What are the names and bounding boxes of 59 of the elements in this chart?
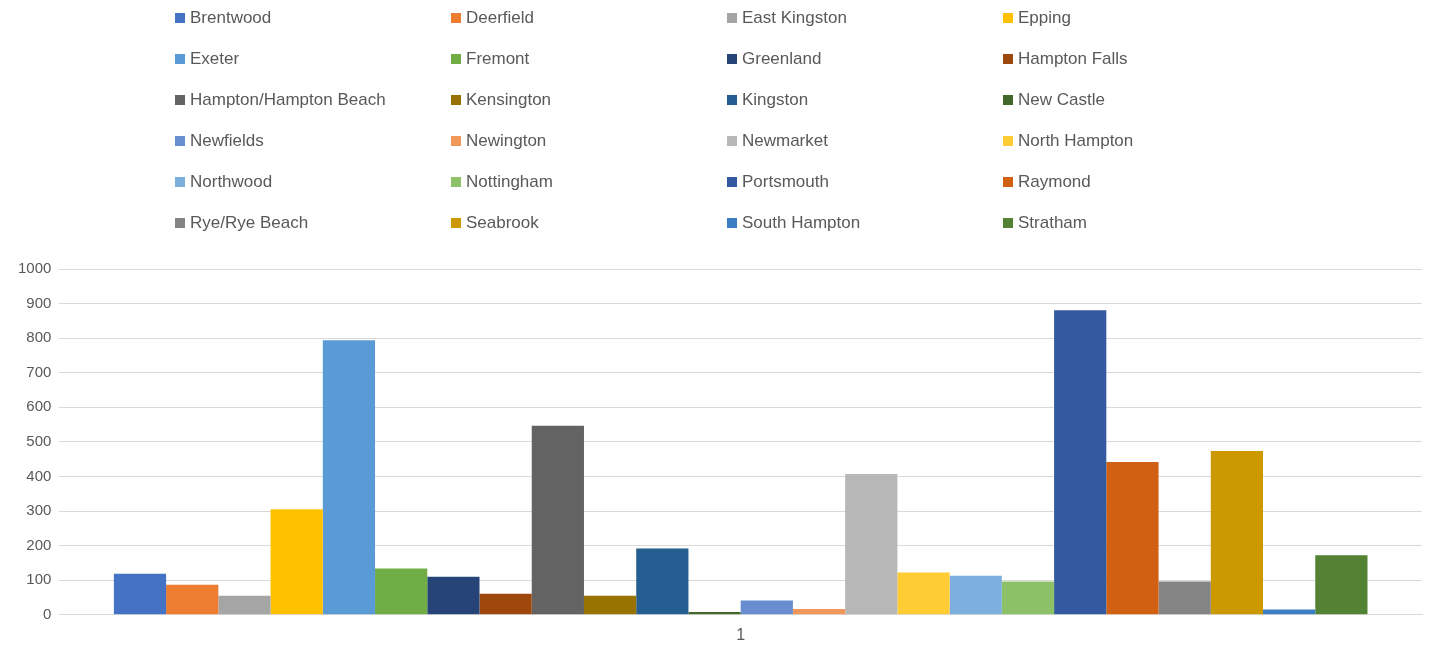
- y-tick-label: 300: [26, 501, 52, 519]
- y-tick-label: 200: [26, 535, 52, 553]
- y-tick-label: 0: [43, 604, 52, 622]
- bar: [740, 600, 793, 615]
- bar: [113, 573, 167, 615]
- legend-label: Deerfield: [466, 8, 535, 28]
- bar: [1158, 581, 1211, 615]
- bar: [1106, 461, 1159, 615]
- legend-label: North Hampton: [1018, 131, 1134, 151]
- bar: [166, 584, 219, 615]
- bar: [218, 595, 271, 615]
- y-tick-label: 600: [26, 397, 52, 415]
- y-tick-label: 800: [26, 328, 52, 346]
- bar: [845, 474, 898, 615]
- bar: [688, 612, 741, 615]
- y-tick-label: 1000: [17, 259, 52, 277]
- y-tick-label: 900: [26, 293, 52, 311]
- legend-label: East Kingston: [742, 8, 847, 28]
- legend-label: Hampton Falls: [1018, 49, 1128, 69]
- legend-label: Northwood: [190, 172, 273, 192]
- bar: [1210, 450, 1264, 615]
- bar: [792, 608, 846, 615]
- legend-label: Kensington: [466, 90, 552, 110]
- bar: [1315, 555, 1368, 615]
- y-tick-label: 100: [26, 570, 52, 588]
- legend-label: Hampton/Hampton Beach: [190, 90, 386, 110]
- bar: [270, 509, 323, 615]
- y-tick-label: 500: [26, 432, 52, 450]
- bar: [583, 595, 637, 615]
- bar: [479, 593, 532, 615]
- bar: [636, 548, 689, 615]
- legend-label: Greenland: [742, 49, 822, 69]
- legend-label: Raymond: [1018, 172, 1091, 192]
- legend-label: South Hampton: [742, 213, 861, 233]
- legend-label: Newington: [466, 131, 547, 151]
- legend-label: Kingston: [742, 90, 809, 110]
- legend-label: New Castle: [1018, 90, 1105, 110]
- legend-label: Exeter: [190, 49, 240, 69]
- legend-label: Portsmouth: [742, 172, 829, 192]
- legend-label: Brentwood: [190, 8, 272, 28]
- bar: [949, 575, 1002, 615]
- bar: [531, 425, 584, 615]
- legend-label: Nottingham: [466, 172, 553, 192]
- legend-label: Stratham: [1018, 213, 1087, 233]
- bar: [427, 576, 480, 615]
- bar: [322, 340, 376, 615]
- legend-label: Epping: [1018, 8, 1071, 28]
- legend-label: Fremont: [466, 49, 530, 69]
- legend-label: Seabrook: [466, 213, 539, 233]
- legend-label: Rye/Rye Beach: [190, 213, 309, 233]
- legend-label: Newmarket: [742, 131, 828, 151]
- bar: [375, 568, 428, 615]
- legend-label: Newfields: [190, 131, 264, 151]
- y-tick-label: 400: [26, 466, 52, 484]
- bar: [1054, 310, 1107, 615]
- bar: [897, 572, 950, 615]
- y-tick-label: 700: [26, 362, 52, 380]
- bar: [1001, 581, 1055, 615]
- x-tick-label: 1: [736, 625, 746, 643]
